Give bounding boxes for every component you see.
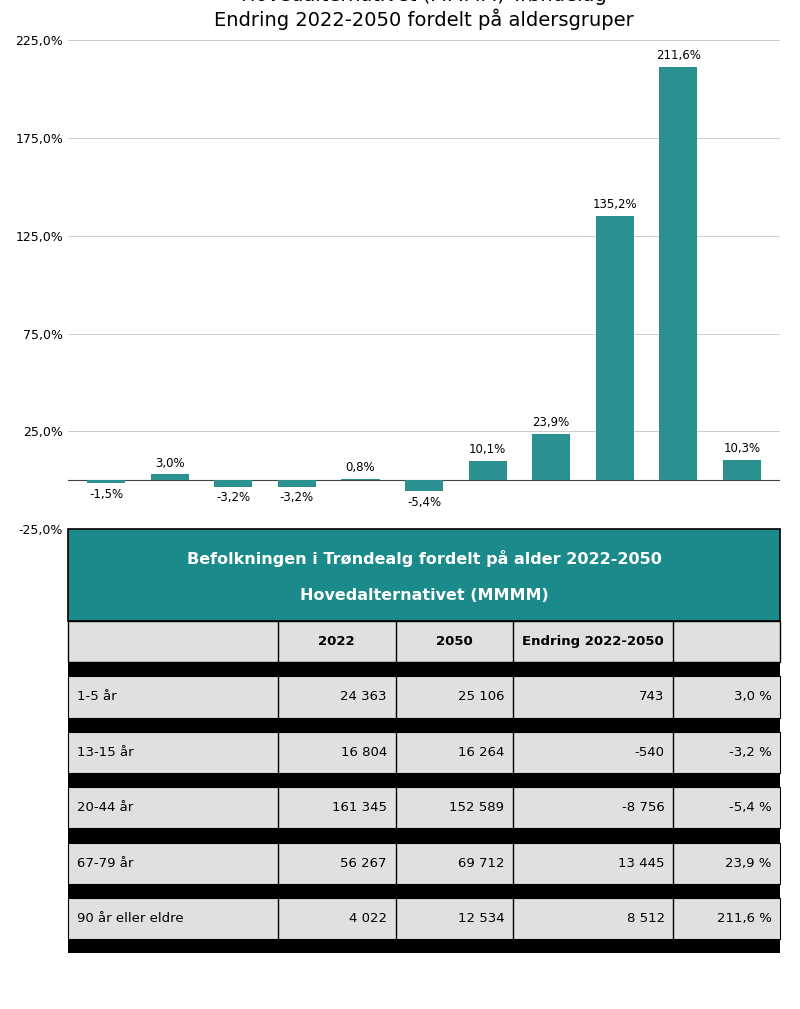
Bar bbox=[150, 474, 189, 480]
Text: -5,4 %: -5,4 % bbox=[729, 801, 771, 814]
Text: 152 589: 152 589 bbox=[450, 801, 505, 814]
Text: 12 534: 12 534 bbox=[458, 912, 505, 925]
Bar bbox=[68, 787, 780, 828]
Text: 743: 743 bbox=[639, 690, 665, 703]
Text: -8 756: -8 756 bbox=[622, 801, 665, 814]
Text: 69 712: 69 712 bbox=[458, 857, 505, 870]
Bar bbox=[405, 480, 443, 491]
Text: 10,1%: 10,1% bbox=[469, 443, 506, 456]
Text: 13-15 år: 13-15 år bbox=[77, 746, 133, 759]
Text: 67-79 år: 67-79 år bbox=[77, 857, 133, 870]
Bar bbox=[68, 843, 780, 884]
Title: Hovedalternativet (MMMM) Trøndelag
Endring 2022-2050 fordelt på aldersgruper: Hovedalternativet (MMMM) Trøndelag Endri… bbox=[214, 0, 634, 30]
Bar bbox=[68, 828, 780, 843]
Bar bbox=[68, 529, 780, 621]
Bar bbox=[342, 478, 379, 480]
Text: -3,2%: -3,2% bbox=[280, 491, 314, 504]
Bar bbox=[214, 480, 252, 486]
Text: 90 år eller eldre: 90 år eller eldre bbox=[77, 912, 183, 925]
Text: 4 022: 4 022 bbox=[349, 912, 387, 925]
Text: 16 804: 16 804 bbox=[341, 746, 387, 759]
Bar bbox=[722, 460, 761, 480]
Text: 20-44 år: 20-44 år bbox=[77, 801, 133, 814]
Text: 211,6 %: 211,6 % bbox=[717, 912, 771, 925]
Text: -540: -540 bbox=[634, 746, 665, 759]
Text: 13 445: 13 445 bbox=[618, 857, 665, 870]
Bar bbox=[532, 434, 570, 480]
Bar bbox=[87, 480, 126, 483]
Bar bbox=[469, 460, 506, 480]
Text: 211,6%: 211,6% bbox=[656, 48, 701, 62]
Text: 2050: 2050 bbox=[436, 635, 473, 648]
Bar bbox=[596, 216, 634, 480]
Text: Befolkningen i Trøndealg fordelt på alder 2022-2050: Befolkningen i Trøndealg fordelt på alde… bbox=[186, 550, 662, 567]
Text: Hovedalternativet (MMMM): Hovedalternativet (MMMM) bbox=[300, 587, 548, 602]
Text: 23,9%: 23,9% bbox=[533, 416, 570, 429]
Bar bbox=[68, 898, 780, 939]
Text: -5,4%: -5,4% bbox=[407, 495, 441, 509]
Text: 3,0 %: 3,0 % bbox=[734, 690, 771, 703]
Bar bbox=[68, 884, 780, 898]
Text: -3,2 %: -3,2 % bbox=[729, 746, 771, 759]
Bar bbox=[68, 676, 780, 717]
Text: 56 267: 56 267 bbox=[341, 857, 387, 870]
Text: 16 264: 16 264 bbox=[458, 746, 505, 759]
Bar bbox=[68, 939, 780, 954]
Text: -1,5%: -1,5% bbox=[89, 488, 123, 501]
Text: 135,2%: 135,2% bbox=[593, 198, 637, 211]
Bar bbox=[68, 662, 780, 676]
Bar bbox=[68, 773, 780, 787]
Text: 1-5 år: 1-5 år bbox=[77, 690, 116, 703]
Bar bbox=[278, 480, 316, 486]
Text: 25 106: 25 106 bbox=[458, 690, 505, 703]
Text: 8 512: 8 512 bbox=[626, 912, 665, 925]
Text: 10,3%: 10,3% bbox=[723, 442, 761, 455]
Bar bbox=[68, 732, 780, 773]
Text: 3,0%: 3,0% bbox=[155, 457, 185, 469]
Bar bbox=[659, 67, 698, 480]
Text: 2022: 2022 bbox=[318, 635, 355, 648]
Bar bbox=[68, 717, 780, 732]
Text: 0,8%: 0,8% bbox=[346, 461, 375, 474]
Text: -3,2%: -3,2% bbox=[216, 491, 250, 504]
Text: 161 345: 161 345 bbox=[332, 801, 387, 814]
Text: Endring 2022-2050: Endring 2022-2050 bbox=[522, 635, 664, 648]
Bar bbox=[68, 621, 780, 662]
Text: 24 363: 24 363 bbox=[341, 690, 387, 703]
Text: 23,9 %: 23,9 % bbox=[725, 857, 771, 870]
